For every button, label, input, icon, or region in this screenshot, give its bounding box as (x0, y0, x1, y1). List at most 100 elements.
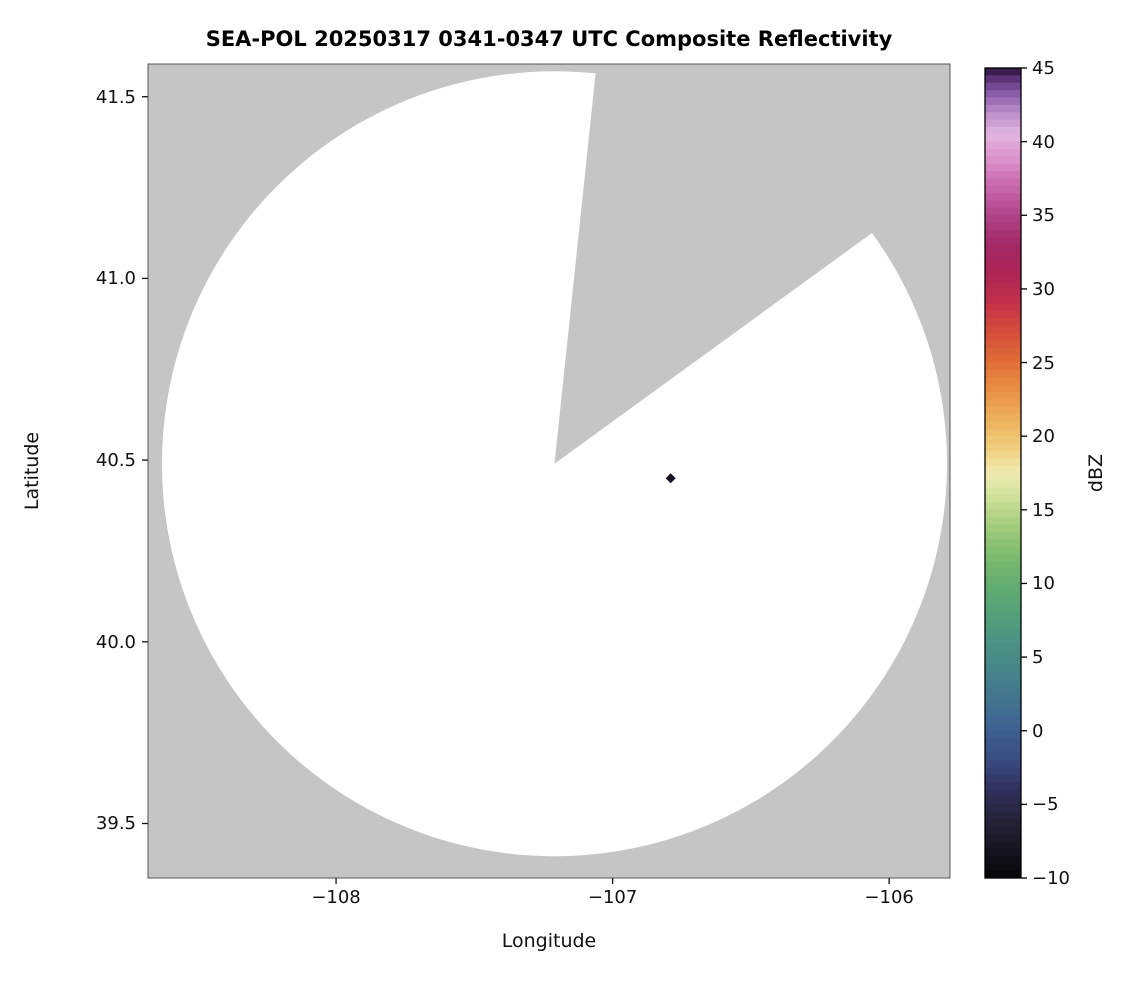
plot-frame (147, 63, 951, 879)
colorbar-band (985, 97, 1021, 106)
colorbar-band (985, 833, 1021, 842)
colorbar-band (985, 207, 1021, 216)
colorbar-band (985, 377, 1021, 386)
colorbar-band (985, 303, 1021, 312)
colorbar-band (985, 649, 1021, 658)
colorbar-band (985, 399, 1021, 408)
colorbar-band (985, 635, 1021, 643)
colorbar-band (985, 90, 1021, 98)
colorbar-band (985, 436, 1021, 445)
colorbar-band (985, 568, 1021, 577)
colorbar-band (985, 774, 1021, 783)
colorbar-band (985, 465, 1021, 474)
colorbar-band (985, 149, 1021, 157)
reflectivity-point-marker (665, 473, 676, 484)
colorbar-tick-label: 0 (1032, 720, 1044, 742)
colorbar-band (985, 384, 1021, 393)
colorbar-band (985, 539, 1021, 548)
colorbar-band (985, 473, 1021, 481)
colorbar-band (985, 620, 1021, 629)
colorbar-band (985, 870, 1021, 879)
colorbar-band (985, 708, 1021, 717)
colorbar-tick-label: 20 (1032, 426, 1055, 448)
colorbar-band (985, 311, 1021, 319)
colorbar-band (985, 112, 1021, 121)
colorbar-tick-label: 45 (1032, 58, 1055, 79)
colorbar-band (985, 627, 1021, 636)
x-tick-label: −106 (864, 887, 914, 908)
colorbar-band (985, 443, 1021, 452)
colorbar-band (985, 598, 1021, 607)
colorbar-band (985, 605, 1021, 614)
colorbar-frame (984, 67, 1022, 879)
colorbar-band (985, 406, 1021, 415)
colorbar-tick-label: −5 (1032, 794, 1059, 816)
colorbar-band (985, 760, 1021, 769)
colorbar-band (985, 819, 1021, 827)
colorbar-band (985, 200, 1021, 209)
colorbar-band (985, 848, 1021, 857)
colorbar-band (985, 288, 1021, 297)
radar-coverage-area (161, 71, 947, 857)
colorbar-band (985, 369, 1021, 378)
y-tick-label: 41.0 (95, 268, 136, 290)
colorbar-band (985, 414, 1021, 422)
colorbar-band (985, 517, 1021, 526)
colorbar-band (985, 502, 1021, 511)
colorbar-band (985, 738, 1021, 746)
colorbar-band (985, 340, 1021, 349)
colorbar-band (985, 296, 1021, 305)
colorbar-tick-label: 35 (1032, 205, 1055, 227)
colorbar-band (985, 347, 1021, 356)
colorbar-band (985, 554, 1021, 562)
colorbar-band (985, 509, 1021, 518)
colorbar-band (985, 119, 1021, 128)
colorbar-band (985, 185, 1021, 194)
colorbar-band (985, 612, 1021, 621)
colorbar-band (985, 841, 1021, 850)
colorbar-band (985, 730, 1021, 739)
y-tick-label: 39.5 (95, 813, 136, 835)
chart-title: SEA-POL 20250317 0341-0347 UTC Composite… (205, 27, 893, 51)
colorbar-tick-label: 5 (1032, 647, 1044, 669)
colorbar-band (985, 826, 1021, 835)
colorbar-band (985, 863, 1021, 872)
y-tick-label: 40.0 (95, 631, 136, 653)
colorbar-band (985, 126, 1021, 135)
y-tick-label: 41.5 (95, 86, 136, 108)
colorbar-band (985, 428, 1021, 437)
colorbar-band (985, 252, 1021, 260)
colorbar-band (985, 68, 1021, 76)
colorbar-band (985, 458, 1021, 467)
colorbar-band (985, 693, 1021, 702)
colorbar-band (985, 576, 1021, 584)
colorbar-band (985, 716, 1021, 724)
colorbar-band (985, 171, 1021, 179)
colorbar-tick-label: −10 (1032, 868, 1070, 889)
colorbar-band (985, 274, 1021, 283)
x-tick-label: −107 (587, 887, 638, 908)
colorbar-band (985, 590, 1021, 599)
colorbar-band (985, 163, 1021, 172)
colorbar-tick-label: 10 (1032, 573, 1055, 595)
colorbar-band (985, 524, 1021, 533)
colorbar-band (985, 701, 1021, 710)
colorbar-band (985, 546, 1021, 555)
colorbar-band (985, 664, 1021, 673)
colorbar-band (985, 531, 1021, 540)
colorbar-band (985, 104, 1021, 113)
colorbar-band (985, 178, 1021, 187)
colorbar-band (985, 193, 1021, 202)
colorbar-band (985, 855, 1021, 864)
colorbar-band (985, 804, 1021, 813)
colorbar-band (985, 723, 1021, 732)
colorbar-band (985, 679, 1021, 688)
colorbar-band (985, 583, 1021, 592)
colorbar-band (985, 281, 1021, 290)
colorbar-band (985, 156, 1021, 165)
colorbar-band (985, 75, 1021, 84)
x-tick-label: −108 (311, 887, 361, 908)
colorbar-band (985, 392, 1021, 400)
colorbar-band (985, 421, 1021, 430)
